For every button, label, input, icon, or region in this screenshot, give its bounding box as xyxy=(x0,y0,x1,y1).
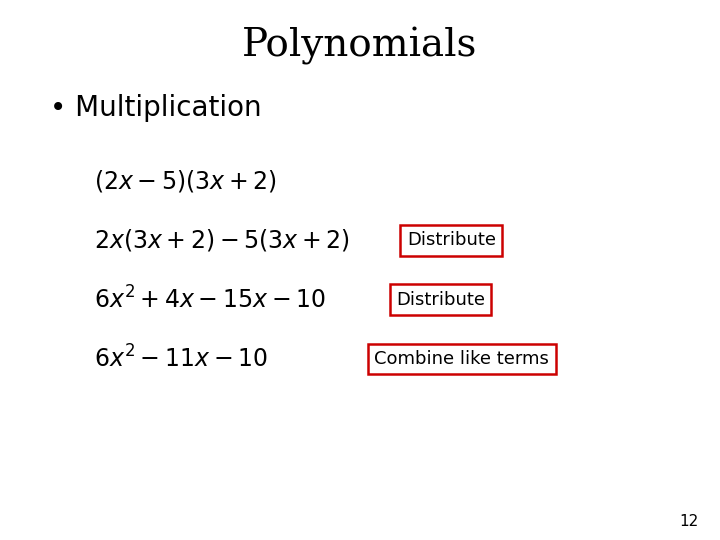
Text: • Multiplication: • Multiplication xyxy=(50,94,262,122)
Text: Distribute: Distribute xyxy=(396,291,485,309)
Text: Combine like terms: Combine like terms xyxy=(374,350,549,368)
Text: Distribute: Distribute xyxy=(407,231,496,249)
Text: $6x^2-11x-10$: $6x^2-11x-10$ xyxy=(94,346,267,373)
Text: Polynomials: Polynomials xyxy=(243,27,477,65)
Text: $6x^2+4x-15x-10$: $6x^2+4x-15x-10$ xyxy=(94,286,325,313)
Text: $(2x-5)(3x+2)$: $(2x-5)(3x+2)$ xyxy=(94,168,276,194)
Text: $2x(3x+2)-5(3x+2)$: $2x(3x+2)-5(3x+2)$ xyxy=(94,227,349,253)
Text: 12: 12 xyxy=(679,514,698,529)
